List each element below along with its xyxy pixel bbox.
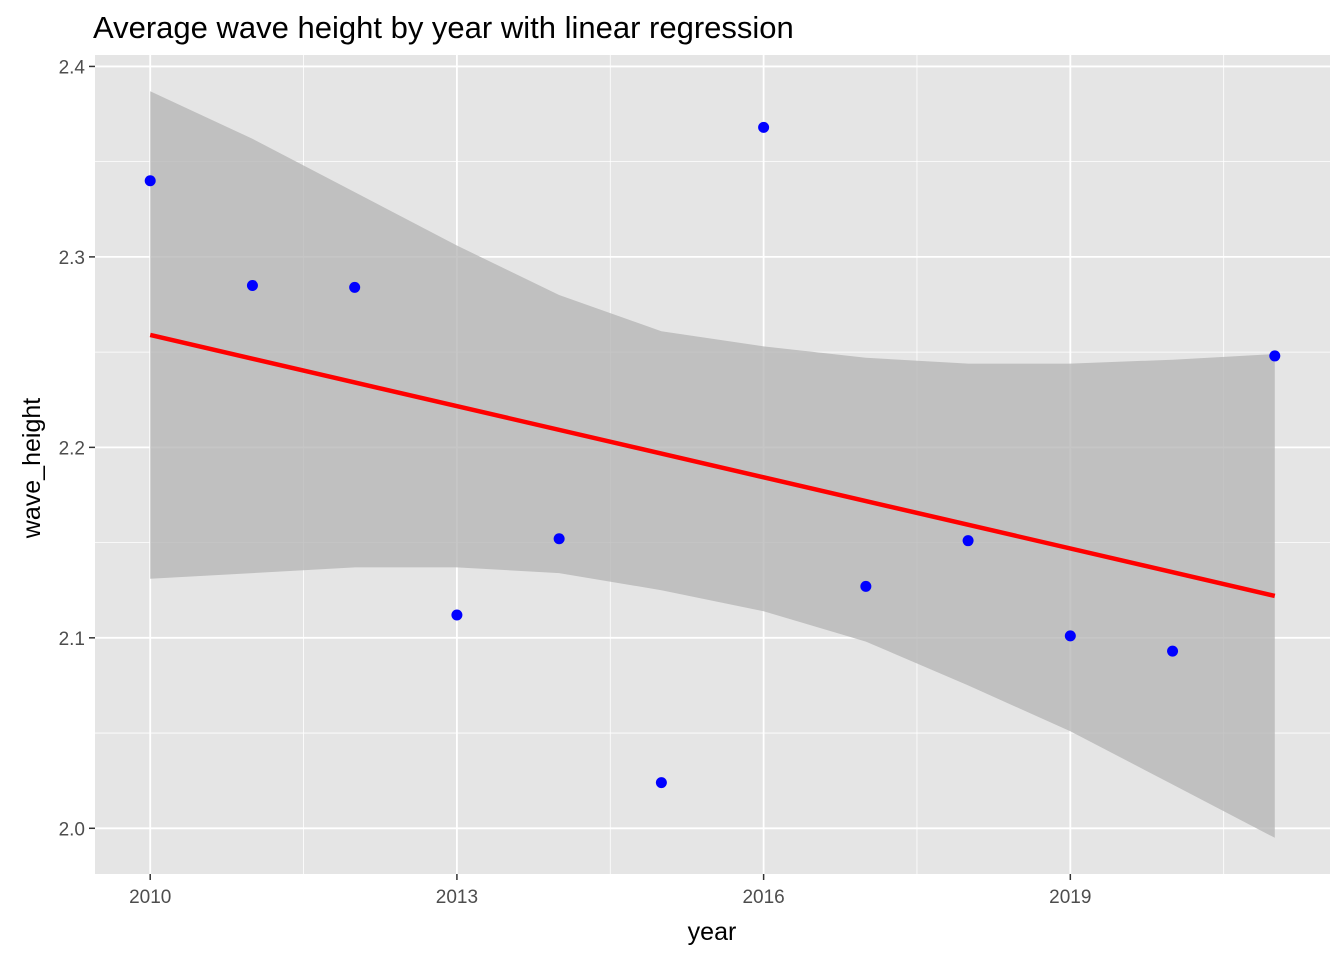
x-tick-label: 2013 xyxy=(436,887,478,908)
data-point xyxy=(246,279,258,291)
data-point xyxy=(144,175,156,187)
x-axis-title: year xyxy=(688,918,737,946)
y-tick-label: 2.4 xyxy=(59,57,86,78)
x-tick-label: 2010 xyxy=(129,887,171,908)
chart-title: Average wave height by year with linear … xyxy=(93,10,794,45)
regression-line xyxy=(149,332,1276,599)
y-tick-label: 2.1 xyxy=(59,629,85,650)
data-point xyxy=(758,121,770,133)
y-tick-label: 2.0 xyxy=(59,819,85,840)
y-axis-ticks: 2.0 2.1 2.2 2.3 2.4 xyxy=(59,57,95,840)
data-points xyxy=(144,121,1281,789)
x-tick-label: 2016 xyxy=(742,887,784,908)
data-point xyxy=(553,533,565,545)
data-point xyxy=(349,281,361,293)
data-point xyxy=(860,580,872,592)
y-tick-label: 2.2 xyxy=(59,438,85,459)
data-point xyxy=(1064,630,1076,642)
x-axis-ticks: 2010 2013 2016 2019 xyxy=(129,874,1091,908)
y-tick-label: 2.3 xyxy=(59,248,85,269)
data-point xyxy=(451,609,463,621)
data-point xyxy=(962,535,974,547)
x-tick-label: 2019 xyxy=(1049,887,1091,908)
data-point xyxy=(1269,350,1281,362)
data-point xyxy=(1167,645,1179,657)
data-point xyxy=(655,777,667,789)
y-axis-title: wave_height xyxy=(18,398,46,539)
